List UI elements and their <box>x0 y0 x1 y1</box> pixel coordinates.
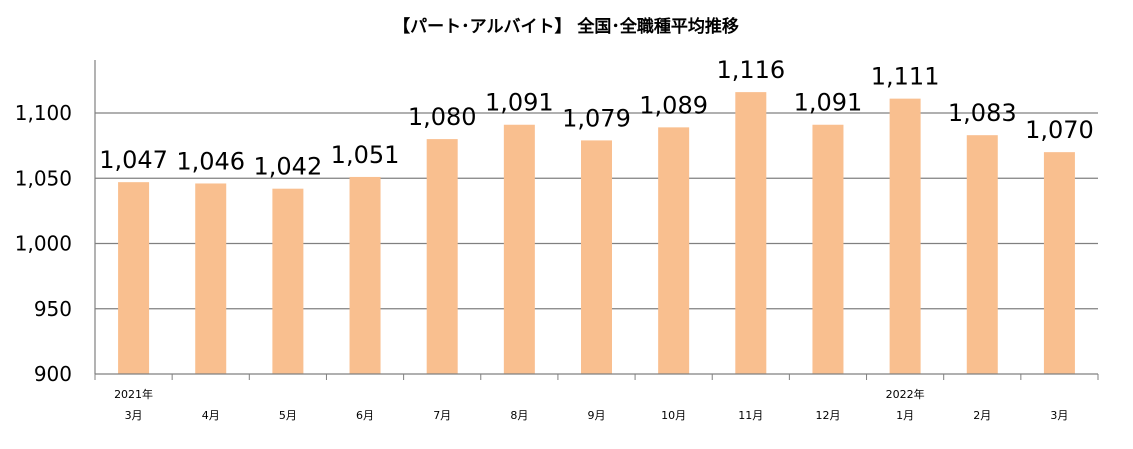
bar <box>118 182 150 374</box>
axes <box>94 60 1099 380</box>
bars <box>118 92 1075 375</box>
x-tick-label: 7月 <box>433 409 451 422</box>
x-tick-label: 11月 <box>738 409 763 422</box>
bar <box>966 135 998 374</box>
bar <box>272 188 304 374</box>
y-tick-label: 1,000 <box>15 232 72 256</box>
data-label: 1,089 <box>639 91 708 119</box>
x-group-label: 2022年 <box>886 387 925 401</box>
data-label: 1,046 <box>176 147 245 175</box>
x-tick-label: 1月 <box>896 409 914 422</box>
x-tick-label: 2月 <box>973 409 991 422</box>
x-tick-label: 5月 <box>279 409 297 422</box>
data-label: 1,051 <box>331 141 400 169</box>
data-label: 1,091 <box>794 89 863 117</box>
bar <box>503 124 535 375</box>
bar <box>426 139 458 374</box>
x-tick-label: 10月 <box>661 409 686 422</box>
data-label: 1,042 <box>254 153 323 181</box>
data-label: 1,079 <box>562 104 631 132</box>
data-label: 1,047 <box>99 146 168 174</box>
x-tick-label: 3月 <box>1050 409 1068 422</box>
data-label: 1,080 <box>408 103 477 131</box>
data-label: 1,070 <box>1025 116 1094 144</box>
y-tick-label: 1,100 <box>15 101 72 125</box>
x-tick-label: 6月 <box>356 409 374 422</box>
data-label: 1,111 <box>871 63 940 91</box>
x-axis-tick-labels: 3月 4月 5月 6月 7月 8月 9月 10月 11月 12月 1月 2月 3月 2021年 2022年 <box>114 387 1068 422</box>
bar <box>658 127 690 374</box>
bar <box>889 98 921 375</box>
data-label: 1,091 <box>485 89 554 117</box>
x-tick-label: 3月 <box>125 409 143 422</box>
x-group-label: 2021年 <box>114 387 153 401</box>
chart-title: 【パート･アルバイト】 全国･全職種平均推移 <box>393 16 739 37</box>
bar <box>812 124 844 375</box>
x-tick-label: 12月 <box>815 409 840 422</box>
y-tick-label: 1,050 <box>15 166 72 190</box>
bar <box>195 183 227 374</box>
y-tick-label: 950 <box>34 297 72 321</box>
y-axis-tick-labels: 900 950 1,000 1,050 1,100 <box>15 101 72 386</box>
data-labels: 1,047 1,046 1,042 1,051 1,080 1,091 1,079 1,089… <box>99 56 1094 181</box>
bar <box>1043 152 1075 374</box>
x-tick-label: 9月 <box>588 409 606 422</box>
bar <box>735 92 767 375</box>
data-label: 1,116 <box>716 56 785 84</box>
x-tick-label: 8月 <box>510 409 528 422</box>
bar <box>581 140 612 374</box>
y-tick-label: 900 <box>34 362 72 386</box>
bar <box>349 176 381 374</box>
x-tick-label: 4月 <box>202 409 220 422</box>
data-label: 1,083 <box>948 99 1017 127</box>
